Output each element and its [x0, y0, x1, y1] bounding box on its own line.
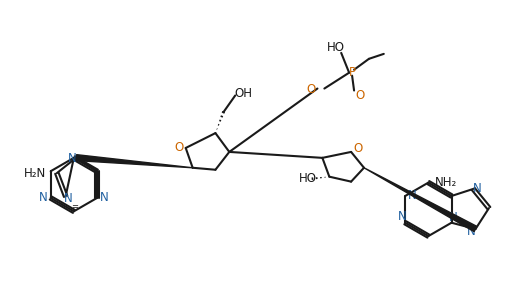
Text: N: N — [467, 224, 476, 238]
Text: H₂N: H₂N — [24, 167, 46, 180]
Text: HO: HO — [327, 41, 345, 55]
Text: P: P — [349, 66, 356, 79]
Polygon shape — [364, 168, 477, 232]
Text: N: N — [68, 152, 77, 165]
Text: O: O — [353, 142, 363, 156]
Text: =: = — [71, 202, 78, 211]
Text: NH₂: NH₂ — [435, 176, 457, 189]
Text: N: N — [473, 183, 482, 195]
Text: HO: HO — [298, 172, 317, 185]
Text: N: N — [408, 189, 417, 203]
Text: N: N — [449, 211, 458, 224]
Text: OH: OH — [234, 87, 252, 100]
Text: O: O — [306, 83, 315, 96]
Text: N: N — [398, 210, 406, 223]
Text: N: N — [64, 192, 73, 205]
Text: N: N — [39, 191, 48, 204]
Polygon shape — [76, 155, 193, 168]
Text: N: N — [100, 191, 108, 204]
Text: O: O — [356, 89, 365, 102]
Text: O: O — [174, 141, 183, 154]
